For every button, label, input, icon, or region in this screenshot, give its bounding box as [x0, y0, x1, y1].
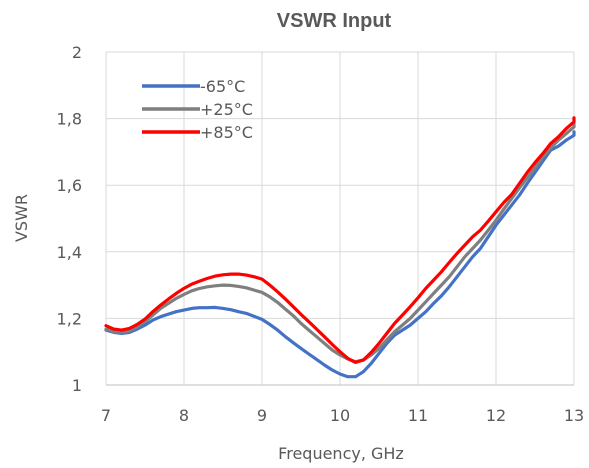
legend-entry-label: +85°C [200, 123, 253, 142]
y-tick-label: 1,2 [57, 309, 82, 328]
x-tick-label: 9 [257, 406, 267, 425]
grid-layer [105, 51, 575, 386]
series-line [104, 130, 576, 379]
y-tick-label: 1,6 [57, 176, 82, 195]
series-line [104, 116, 576, 364]
y-tick-label: 2 [72, 43, 82, 62]
y-tick-label: 1 [72, 376, 82, 395]
y-tick-label: 1,8 [57, 110, 82, 129]
tick-layer: 7 8 9 10 11 12 13 1 1,2 1,4 1,6 1,8 2 [57, 43, 585, 425]
legend-entry-label: -65°C [200, 77, 245, 96]
x-tick-label: 13 [564, 406, 584, 425]
legend: -65°C +25°C +85°C [142, 77, 253, 142]
x-tick-label: 12 [486, 406, 506, 425]
chart-title: VSWR Input [277, 10, 392, 32]
x-tick-label: 11 [408, 406, 428, 425]
series-layer [104, 116, 576, 379]
y-axis-label: VSWR [12, 194, 31, 242]
legend-entry-label: +25°C [200, 100, 253, 119]
x-axis-label: Frequency, GHz [278, 444, 404, 463]
y-tick-label: 1,4 [57, 243, 82, 262]
x-tick-label: 10 [330, 406, 350, 425]
x-tick-label: 8 [179, 406, 189, 425]
x-tick-label: 7 [101, 406, 111, 425]
